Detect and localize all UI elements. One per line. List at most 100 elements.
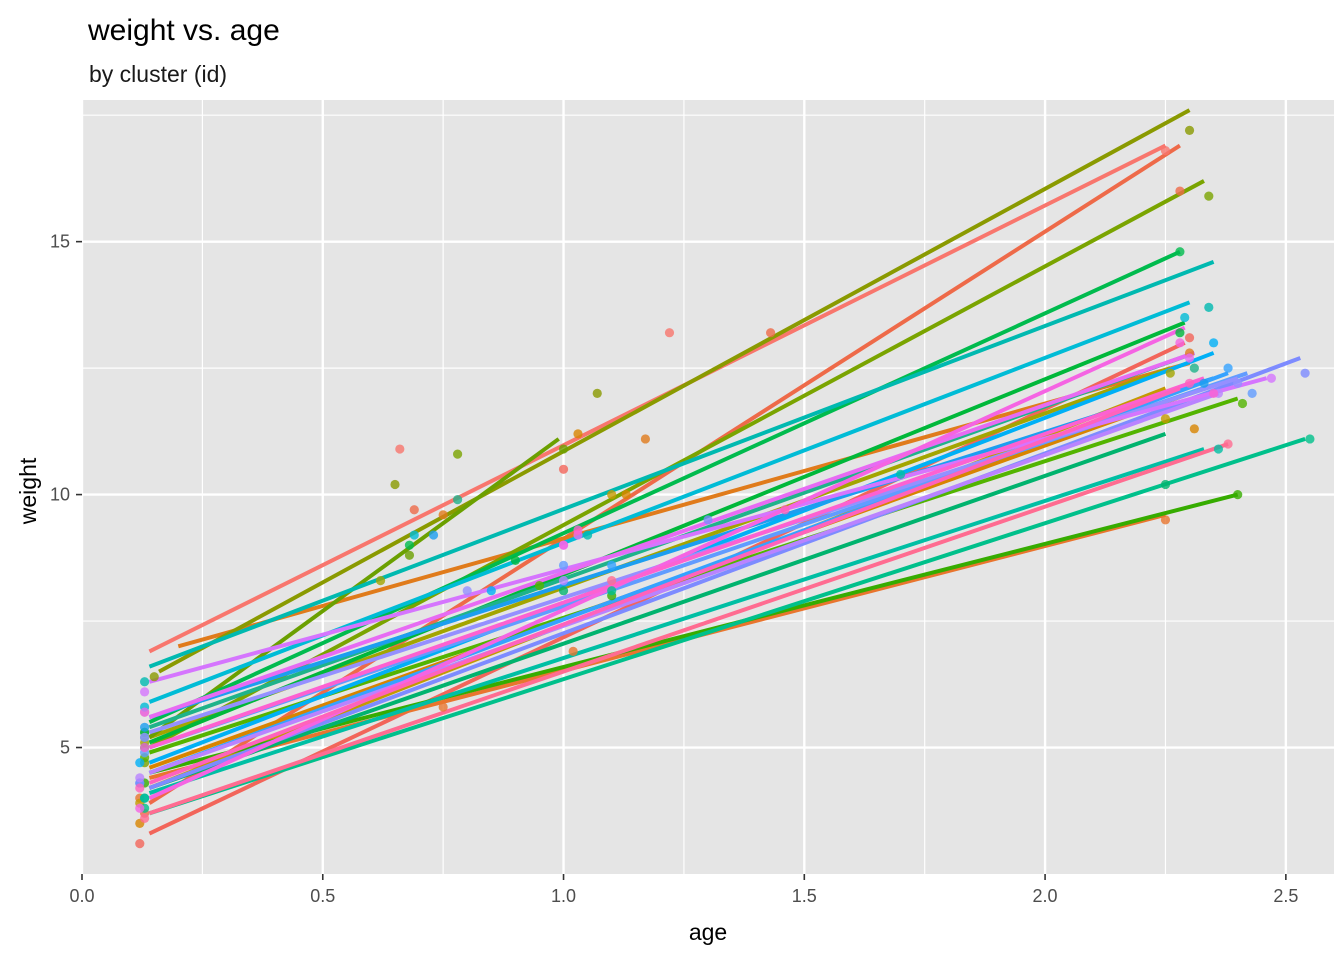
data-point — [140, 707, 150, 717]
x-axis: 0.0 0.5 1.0 1.5 2.0 2.5 — [69, 874, 1298, 906]
fit-line — [148, 376, 1268, 684]
data-point — [1233, 489, 1243, 500]
data-point — [607, 489, 617, 500]
fit-line — [148, 391, 1220, 775]
x-axis-title: age — [689, 919, 727, 945]
data-point — [1184, 353, 1195, 363]
data-point — [375, 575, 386, 586]
data-point — [1184, 125, 1195, 135]
data-point — [558, 575, 569, 586]
data-point — [135, 773, 145, 783]
data-point — [1209, 388, 1219, 399]
y-tick-label: 10 — [50, 485, 70, 505]
data-point — [1175, 247, 1185, 257]
fit-line — [148, 437, 1306, 816]
data-point — [1180, 312, 1190, 323]
fit-line — [148, 351, 1196, 720]
data-point — [1175, 338, 1185, 348]
data-point — [1305, 434, 1315, 444]
data-point — [390, 479, 400, 490]
data-point — [453, 495, 463, 505]
fit-line — [148, 356, 1301, 790]
fit-line — [148, 249, 1181, 725]
data-point — [1175, 186, 1185, 196]
data-point — [140, 813, 150, 823]
data-point — [664, 328, 675, 338]
data-point — [1223, 363, 1233, 373]
data-point — [1189, 424, 1199, 434]
data-point — [607, 575, 617, 586]
y-axis-title: weight — [15, 457, 41, 525]
data-point — [1184, 333, 1195, 343]
fit-line — [148, 431, 1167, 790]
data-point — [140, 742, 150, 753]
data-point — [1213, 444, 1224, 454]
data-point — [640, 434, 651, 444]
data-point — [438, 702, 448, 712]
data-point — [1300, 368, 1310, 378]
data-point — [1204, 191, 1214, 201]
grid-major — [80, 100, 1334, 874]
data-point — [1165, 368, 1175, 378]
fit-line — [148, 320, 1186, 745]
data-point — [1175, 328, 1185, 338]
data-point — [573, 429, 583, 439]
fit-line — [148, 260, 1215, 669]
data-point — [135, 839, 145, 849]
data-point — [621, 489, 631, 500]
data-point — [1199, 378, 1209, 388]
data-point — [1189, 363, 1199, 373]
data-point — [135, 803, 145, 813]
fit-line — [148, 376, 1215, 720]
data-point — [1184, 378, 1195, 388]
data-point — [703, 515, 713, 525]
data-point — [1247, 388, 1257, 399]
data-point — [409, 530, 419, 540]
data-point — [486, 586, 496, 596]
data-point — [404, 540, 415, 550]
data-point — [140, 722, 150, 732]
data-point — [140, 677, 150, 687]
data-point — [558, 560, 569, 571]
data-point — [1266, 373, 1276, 383]
data-point — [607, 560, 617, 571]
data-point — [135, 758, 145, 768]
chart-subtitle: by cluster (id) — [89, 61, 227, 87]
data-point — [558, 464, 569, 474]
x-tick-label: 2.0 — [1033, 886, 1058, 906]
data-point — [409, 505, 419, 515]
data-point — [1237, 398, 1248, 409]
data-point — [438, 510, 448, 520]
x-tick-label: 1.0 — [551, 886, 576, 906]
fit-line — [148, 376, 1205, 750]
fit-lines — [148, 108, 1306, 836]
fit-line — [148, 512, 1166, 780]
data-points — [135, 125, 1315, 849]
data-point — [568, 646, 578, 657]
y-axis: 5 10 15 — [50, 232, 82, 758]
data-point — [404, 550, 415, 560]
data-point — [607, 586, 617, 596]
data-point — [510, 555, 520, 565]
data-point — [135, 783, 145, 793]
data-point — [1209, 338, 1219, 348]
data-point — [140, 793, 150, 803]
fit-line — [148, 325, 1186, 800]
data-point — [592, 388, 602, 399]
fit-line — [177, 361, 1191, 649]
data-point — [149, 672, 159, 682]
fit-line — [148, 143, 1181, 805]
fit-line — [158, 108, 1191, 674]
data-point — [583, 530, 593, 540]
data-point — [1233, 378, 1243, 388]
x-tick-label: 0.5 — [310, 886, 335, 906]
data-point — [896, 469, 906, 479]
data-point — [1160, 479, 1171, 490]
y-tick-label: 15 — [50, 232, 70, 252]
data-point — [453, 449, 463, 459]
data-point — [573, 525, 583, 535]
x-tick-label: 2.5 — [1273, 886, 1298, 906]
data-point — [1204, 302, 1214, 313]
data-point — [140, 687, 150, 697]
